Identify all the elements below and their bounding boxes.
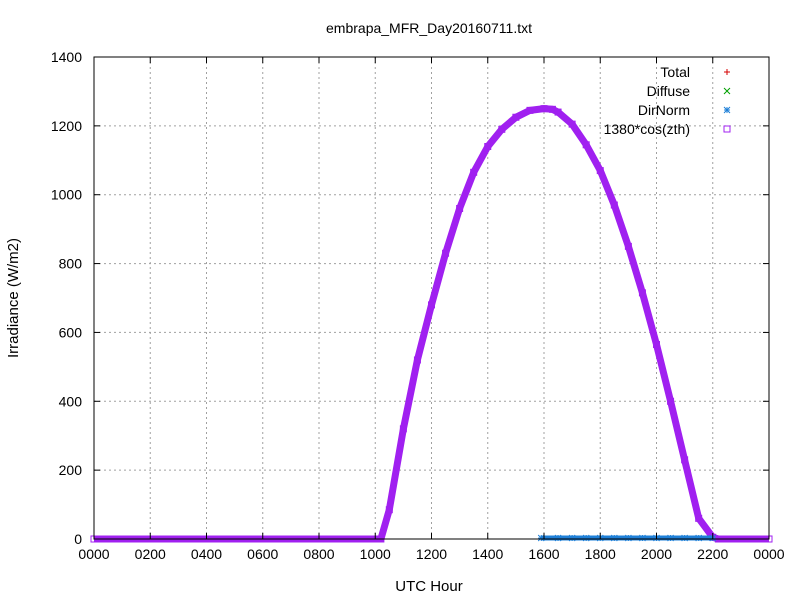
data-point-dirnorm <box>537 534 545 542</box>
data-point-1380cos-zth <box>526 106 534 114</box>
y-tick-label: 0 <box>74 531 82 547</box>
data-point-1380cos-zth <box>695 514 703 522</box>
data-point-dirnorm <box>639 534 646 542</box>
data-point-1380cos-zth <box>681 456 689 464</box>
legend-label: 1380*cos(zth) <box>604 121 690 137</box>
y-axis-label: Irradiance (W/m2) <box>5 238 22 358</box>
axes-ticks: 0000 0200 0400 0600 0800 1000 1200 1400 1600 1800… <box>51 49 785 562</box>
data-point-dirnorm <box>568 534 576 542</box>
legend-label: Diffuse <box>647 83 691 99</box>
legend-marker <box>723 106 731 114</box>
x-tick-label: 1200 <box>416 546 447 562</box>
x-tick-label: 0400 <box>191 546 222 562</box>
x-tick-label: 1000 <box>360 546 391 562</box>
data-point-1380cos-zth <box>413 356 421 364</box>
x-tick-label: 0000 <box>78 546 109 562</box>
data-point-1380cos-zth <box>484 143 492 151</box>
y-tick-label: 1000 <box>51 187 82 203</box>
data-point-1380cos-zth <box>653 340 660 348</box>
legend-marker <box>723 125 731 133</box>
data-point-1380cos-zth <box>540 105 548 113</box>
y-tick-label: 600 <box>59 324 83 340</box>
data-point-1380cos-zth <box>442 249 450 257</box>
legend-marker <box>723 87 731 95</box>
x-tick-label: 1600 <box>528 546 559 562</box>
data-point-1380cos-zth <box>582 141 590 149</box>
data-point-1380cos-zth <box>638 289 646 297</box>
data-point-dirnorm <box>695 534 703 542</box>
y-tick-label: 1400 <box>51 49 82 65</box>
data-point-dirnorm <box>554 534 562 542</box>
x-tick-label: 0200 <box>135 546 166 562</box>
legend-label: DirNorm <box>638 102 690 118</box>
chart-title: embrapa_MFR_Day20160711.txt <box>326 20 532 36</box>
x-tick-label: 0600 <box>247 546 278 562</box>
data-point-1380cos-zth <box>610 201 618 209</box>
x-tick-label: 2200 <box>697 546 728 562</box>
data-point-dirnorm <box>667 534 674 542</box>
y-tick-label: 200 <box>59 462 83 478</box>
data-point-1380cos-zth <box>399 425 407 433</box>
y-tick-label: 800 <box>59 256 83 272</box>
data-point-1380cos-zth <box>456 204 464 212</box>
y-tick-label: 400 <box>59 393 83 409</box>
y-tick-label: 1200 <box>51 118 82 134</box>
legend: Total Diffuse DirNorm 1380*cos(zth) <box>604 64 731 137</box>
legend-label: Total <box>660 64 690 80</box>
data-point-dirnorm <box>625 534 632 542</box>
data-point-dirnorm <box>610 534 618 542</box>
legend-marker <box>724 69 730 75</box>
data-point-1380cos-zth <box>596 167 604 175</box>
series-dirnorm <box>537 534 717 542</box>
data-point-dirnorm <box>681 534 688 542</box>
data-point-dirnorm <box>582 534 590 542</box>
x-tick-label: 2000 <box>641 546 672 562</box>
data-point-1380cos-zth <box>568 120 576 128</box>
data-point-1380cos-zth <box>498 125 506 133</box>
data-point-1380cos-zth <box>385 506 393 514</box>
data-point-1380cos-zth <box>470 168 478 176</box>
x-tick-label: 1400 <box>472 546 503 562</box>
data-point-1380cos-zth <box>667 397 675 405</box>
x-axis-label: UTC Hour <box>395 578 463 595</box>
data-point-1380cos-zth <box>428 301 435 309</box>
data-point-1380cos-zth <box>624 242 632 250</box>
x-tick-label: 0800 <box>303 546 334 562</box>
x-tick-label: 1800 <box>585 546 616 562</box>
data-point-1380cos-zth <box>512 113 520 121</box>
data-point-1380cos-zth <box>554 108 562 116</box>
x-tick-label: 0000 <box>753 546 784 562</box>
